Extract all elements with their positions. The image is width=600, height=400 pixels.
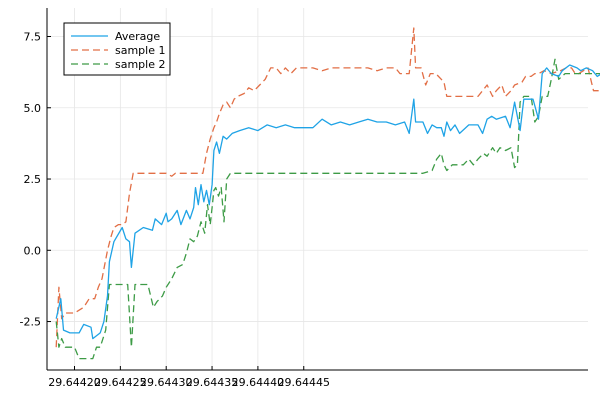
series-layer <box>55 27 600 360</box>
legend: Average sample 1 sample 2 <box>63 22 171 76</box>
series-line-sample-1 <box>55 27 600 348</box>
y-tick-label: 2.5 <box>24 173 42 186</box>
series-line-sample-2 <box>55 58 600 360</box>
x-tick-label: 29.64430 <box>140 376 193 389</box>
x-tick-label: 29.64420 <box>48 376 101 389</box>
legend-label-sample-1: sample 1 <box>115 44 166 57</box>
legend-box <box>63 22 171 76</box>
x-tick-label: 29.64425 <box>94 376 147 389</box>
x-tick-label: 29.64440 <box>232 376 285 389</box>
y-tick-label: -2.5 <box>20 316 41 329</box>
x-tick-label: 29.64445 <box>277 376 330 389</box>
y-tick-label: 5.0 <box>24 102 42 115</box>
series-line-average <box>55 64 600 340</box>
axes <box>46 8 588 371</box>
x-ticks: 29.6442029.6442529.6443029.6443529.64440… <box>48 366 330 389</box>
y-tick-label: 0.0 <box>24 244 42 257</box>
y-tick-label: 7.5 <box>24 31 42 44</box>
x-tick-label: 29.64435 <box>186 376 239 389</box>
legend-label-sample-2: sample 2 <box>115 58 166 71</box>
legend-label-average: Average <box>115 30 160 43</box>
y-ticks: -2.5 0.0 2.5 5.0 7.5 <box>20 31 51 329</box>
